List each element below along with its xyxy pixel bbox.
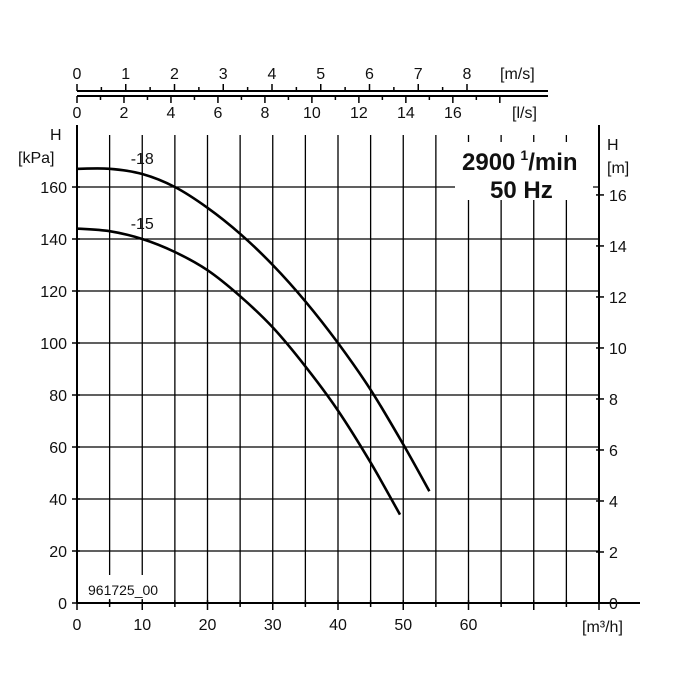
- top-flow-tick-label: 12: [350, 105, 368, 122]
- axes: [76, 90, 640, 604]
- y-tick-label-left: 60: [49, 440, 67, 457]
- y-axis-right-unit: [m]: [607, 160, 629, 177]
- x-tick-label: 60: [460, 617, 478, 634]
- speed-value: 2900: [462, 149, 515, 176]
- series-label: -18: [131, 151, 154, 168]
- y-tick-label-left: 140: [40, 232, 67, 249]
- top-flow-tick-label: 4: [167, 105, 176, 122]
- y-tick-label-left: 120: [40, 284, 67, 301]
- y-tick-label-left: 20: [49, 544, 67, 561]
- y-tick-label-right: 4: [609, 494, 618, 511]
- top-flow-tick-label: 10: [303, 105, 321, 122]
- top-speed-tick-label: 6: [365, 66, 374, 83]
- x-tick-label: 20: [199, 617, 217, 634]
- grid: [77, 135, 599, 603]
- y-tick-label-left: 0: [58, 596, 67, 613]
- top-speed-tick-label: 1: [121, 66, 130, 83]
- series-lines: -18 -15: [76, 151, 431, 516]
- y-tick-label-left: 100: [40, 336, 67, 353]
- top-flow-tick-label: 16: [444, 105, 462, 122]
- x-tick-label: 30: [264, 617, 282, 634]
- x-axis-unit: [m³/h]: [582, 619, 623, 636]
- top-speed-tick-label: 3: [219, 66, 228, 83]
- frequency-label: 50 Hz: [490, 177, 553, 204]
- series-line-minus-18: [76, 167, 431, 492]
- top-speed-tick-label: 4: [268, 66, 277, 83]
- speed-annotation: 2900 1/min: [462, 147, 578, 176]
- y-tick-label-right: 6: [609, 443, 618, 460]
- x-tick-label: 0: [73, 617, 82, 634]
- speed-box-background: [455, 142, 593, 200]
- y-tick-label-right: 8: [609, 392, 618, 409]
- top-speed-tick-label: 2: [170, 66, 179, 83]
- series-line-minus-15: [76, 227, 402, 516]
- y-tick-label-right: 12: [609, 290, 627, 307]
- y-tick-label-left: 160: [40, 180, 67, 197]
- top-speed-tick-label: 8: [463, 66, 472, 83]
- x-tick-label: 10: [133, 617, 151, 634]
- top-speed-tick-label: 7: [414, 66, 423, 83]
- speed-unit: /min: [528, 149, 577, 176]
- top-flow-tick-label: 6: [213, 105, 222, 122]
- top-flow-unit: [l/s]: [512, 105, 537, 122]
- x-tick-label: 40: [329, 617, 347, 634]
- y-axis-left-unit: [kPa]: [18, 150, 54, 167]
- top-flow-tick-label: 2: [120, 105, 129, 122]
- code-label: 961725_00: [88, 582, 158, 598]
- y-tick-label-right: 0: [609, 596, 618, 613]
- y-axis-left-title: H: [50, 127, 62, 144]
- top-speed-unit: [m/s]: [500, 66, 535, 83]
- top-speed-tick-label: 0: [73, 66, 82, 83]
- series-label: -15: [131, 216, 154, 233]
- speed-superscript: 1: [520, 147, 528, 163]
- top-speed-tick-label: 5: [316, 66, 325, 83]
- y-tick-label-left: 80: [49, 388, 67, 405]
- top-flow-tick-label: 8: [260, 105, 269, 122]
- y-axis-right-title: H: [607, 137, 619, 154]
- y-tick-label-right: 14: [609, 239, 627, 256]
- y-tick-label-left: 40: [49, 492, 67, 509]
- y-tick-label-right: 10: [609, 341, 627, 358]
- x-tick-label: 50: [394, 617, 412, 634]
- tick-labels: 020406080100120140160H[kPa]0246810121416…: [18, 66, 629, 636]
- y-tick-label-right: 16: [609, 188, 627, 205]
- code-box-background: [86, 575, 166, 599]
- y-tick-label-right: 2: [609, 545, 618, 562]
- top-flow-tick-label: 0: [73, 105, 82, 122]
- top-flow-tick-label: 14: [397, 105, 415, 122]
